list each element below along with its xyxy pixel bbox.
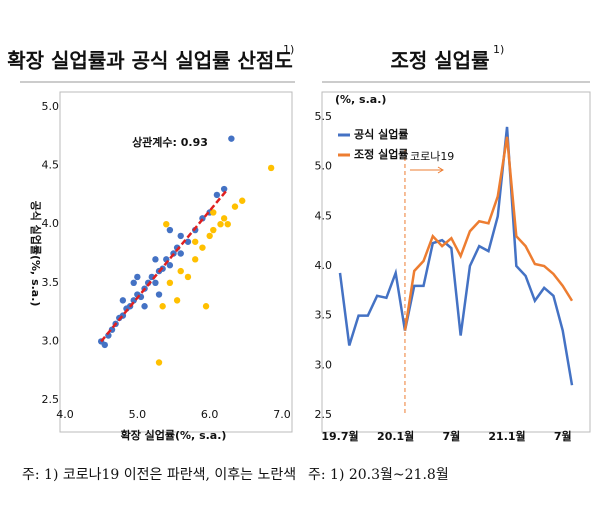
y-tick-label: 3.5 xyxy=(315,309,333,322)
point xyxy=(267,164,275,172)
x-tick-label: 20.1월 xyxy=(377,429,414,443)
point xyxy=(177,232,184,240)
point xyxy=(134,273,141,281)
point xyxy=(213,191,221,199)
title-note: 1) xyxy=(493,43,504,56)
y-axis-label: (%, s.a.) xyxy=(335,93,386,106)
point xyxy=(228,135,235,142)
point xyxy=(217,221,224,228)
y-axis-label: 공식 실업률(%, s.a.) xyxy=(29,201,43,307)
frame xyxy=(321,91,591,433)
point xyxy=(192,238,199,245)
point xyxy=(166,226,174,234)
y-tick-label: 4.5 xyxy=(42,159,60,172)
y-tick-label: 3.0 xyxy=(315,358,333,371)
x-tick-label: 6.0 xyxy=(201,408,219,421)
y-tick-label: 4.0 xyxy=(315,259,333,272)
annotation: 상관계수: 0.93 xyxy=(132,135,208,149)
y-tick-label: 2.5 xyxy=(42,393,60,406)
trendline xyxy=(100,188,229,343)
point xyxy=(220,215,228,222)
point xyxy=(224,221,231,228)
point xyxy=(220,185,228,193)
x-tick-label: 7월 xyxy=(442,429,460,443)
point xyxy=(163,221,170,228)
x-tick-label: 5.0 xyxy=(129,408,147,421)
point xyxy=(177,250,184,257)
x-axis-label: 확장 실업률(%, s.a.) xyxy=(121,428,227,442)
point xyxy=(184,273,192,281)
x-tick-label: 4.0 xyxy=(56,408,74,421)
chart-title: 조정 실업률 xyxy=(391,49,490,73)
point xyxy=(210,209,217,216)
point xyxy=(155,291,163,298)
x-tick-label: 7월 xyxy=(554,429,572,443)
point xyxy=(206,232,213,240)
point xyxy=(192,256,199,263)
footnote: 주: 1) 코로나19 이전은 파란색, 이후는 노란색 xyxy=(22,467,296,483)
chart-title: 확장 실업률과 공식 실업률 산점도 xyxy=(7,49,292,73)
footnote: 주: 1) 20.3월~21.8월 xyxy=(308,467,449,483)
y-tick-label: 4.5 xyxy=(315,209,333,222)
point xyxy=(184,238,192,245)
title-note: 1) xyxy=(283,43,294,56)
point xyxy=(199,244,206,251)
point xyxy=(159,303,166,310)
point xyxy=(202,303,210,310)
y-tick-label: 5.5 xyxy=(315,110,333,123)
legend-label: 공식 실업률 xyxy=(354,127,408,141)
line xyxy=(403,136,574,331)
arrow xyxy=(409,166,444,174)
x-tick-label: 7.0 xyxy=(273,408,291,421)
y-tick-label: 3.5 xyxy=(42,276,60,289)
legend-label: 조정 실업률 xyxy=(354,147,408,161)
annotation: 코로나19 xyxy=(410,150,454,163)
y-tick-label: 5.0 xyxy=(315,160,333,173)
point xyxy=(152,279,159,286)
y-tick-label: 2.5 xyxy=(315,408,333,421)
point xyxy=(177,267,184,275)
point xyxy=(101,341,108,349)
point xyxy=(210,226,217,234)
frame xyxy=(59,91,293,433)
point xyxy=(166,279,174,286)
x-tick-label: 19.7월 xyxy=(321,429,358,443)
y-tick-label: 5.0 xyxy=(42,100,60,113)
point xyxy=(152,256,159,263)
point xyxy=(239,197,246,204)
line xyxy=(338,126,574,386)
point xyxy=(231,203,239,210)
y-tick-label: 4.0 xyxy=(42,217,60,230)
y-tick-label: 3.0 xyxy=(42,334,60,347)
x-tick-label: 21.1월 xyxy=(488,429,525,443)
point xyxy=(119,297,127,304)
point xyxy=(141,303,148,310)
point xyxy=(130,279,137,286)
point xyxy=(166,262,174,269)
point xyxy=(173,297,181,304)
point xyxy=(155,359,163,366)
